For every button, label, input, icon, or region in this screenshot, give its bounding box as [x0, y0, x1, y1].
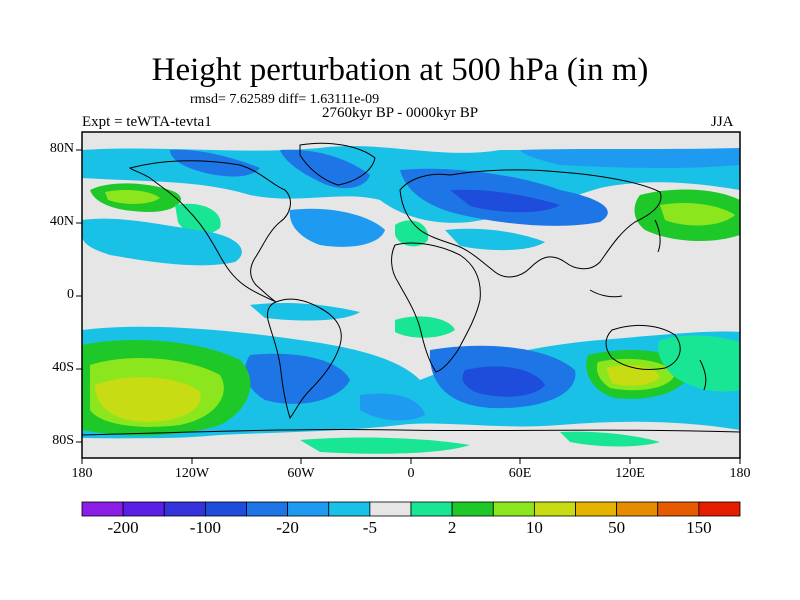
coast-north-america	[129, 160, 291, 303]
contour-sh-cyan	[82, 326, 740, 440]
coast-eurasia	[399, 169, 662, 278]
colorbar-label: -20	[276, 518, 299, 537]
lat-label-80n: 80N	[49, 141, 74, 156]
colorbar-label: -200	[107, 518, 139, 537]
lon-label-60w: 60W	[287, 466, 315, 481]
colorbar-swatch	[451, 501, 494, 517]
colorbar-swatch	[81, 501, 124, 517]
lat-label-40s: 40S	[52, 360, 74, 375]
lon-label-120e: 120E	[615, 466, 645, 481]
contour-na-green	[175, 203, 221, 235]
contour-med-green	[395, 220, 429, 247]
contour-antarctic-green-east	[560, 431, 660, 447]
contour-sp-yellow	[95, 377, 201, 422]
colorbar-swatch	[328, 501, 371, 517]
coast-africa	[391, 242, 481, 373]
colorbar-label: 150	[686, 518, 712, 537]
coast-japan	[654, 219, 661, 253]
experiment-label: Expt = teWTA-tevta1	[82, 114, 212, 130]
colorbar-swatch	[533, 501, 576, 517]
contour-npac-cyan	[82, 218, 242, 266]
colorbar-swatch	[246, 501, 289, 517]
contour-npacific-yellowgreen	[660, 203, 735, 226]
lon-label-120w: 120W	[174, 466, 210, 481]
colorbar-swatch	[369, 501, 412, 517]
lon-label-60e: 60E	[508, 466, 532, 481]
lon-label-180e: 180	[729, 466, 751, 481]
colorbar-label: 10	[525, 518, 543, 537]
contour-saus-yellow	[606, 365, 660, 386]
colorbar-label: -100	[189, 518, 221, 537]
coast-greenland	[299, 142, 376, 186]
colorbar-swatch	[575, 501, 618, 517]
coast-south-america	[267, 298, 342, 420]
lat-label-80s: 80S	[52, 433, 74, 448]
contour-antarctic-green	[300, 437, 470, 454]
colorbar-swatch	[287, 501, 330, 517]
lat-label-40n: 40N	[49, 214, 74, 229]
colorbar-label: 50	[608, 518, 626, 537]
contour-fill-layer	[82, 132, 740, 458]
contour-sh-pacific-blue	[245, 353, 350, 404]
contour-eq-green	[395, 316, 455, 338]
colorbar-swatch	[657, 501, 700, 517]
season-label: JJA	[711, 114, 734, 130]
colorbar-label: 2	[447, 518, 457, 537]
contour-siberia-blue	[520, 148, 740, 169]
contour-nz-green	[658, 335, 740, 392]
colorbar-swatch	[616, 501, 659, 517]
colorbar	[81, 501, 741, 517]
contour-sh-indian-deep	[462, 366, 545, 397]
contour-asia-cyan	[445, 228, 545, 251]
lat-label-0: 0	[67, 287, 74, 302]
coast-australia	[605, 325, 681, 371]
lon-label-180w: 180	[71, 466, 93, 481]
coast-new-zealand	[699, 359, 707, 391]
contour-sh-atlantic-blue	[360, 393, 425, 421]
axis-ticks	[76, 149, 741, 464]
coast-indonesia	[589, 289, 623, 298]
colorbar-swatch	[492, 501, 535, 517]
contour-arctic-blue-west	[170, 149, 260, 177]
contour-pacific-yellowgreen	[105, 190, 160, 204]
colorbar-swatch	[410, 501, 453, 517]
colorbar-swatch	[122, 501, 165, 517]
colorbar-swatch	[698, 501, 741, 517]
stats-text: rmsd= 7.62589 diff= 1.63111e-09	[190, 92, 380, 107]
figure-title: Height perturbation at 500 hPa (in m)	[151, 52, 649, 88]
coastlines	[82, 142, 740, 436]
colorbar-label: -5	[362, 518, 377, 537]
colorbar-swatch	[204, 501, 247, 517]
colorbar-swatch	[163, 501, 206, 517]
contour-eurasia-deep-blue	[450, 189, 560, 213]
period-text: 2760kyr BP - 0000kyr BP	[322, 105, 479, 121]
coast-antarctica	[82, 428, 740, 436]
contour-natlantic-blue	[289, 208, 385, 247]
lon-label-0: 0	[407, 466, 415, 481]
